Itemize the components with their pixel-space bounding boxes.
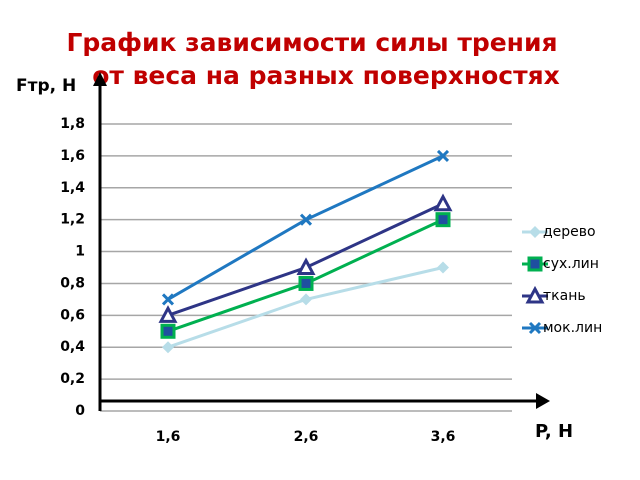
marker: [162, 341, 174, 354]
y-tick-label: 1,8: [60, 116, 85, 132]
marker: [299, 213, 313, 226]
marker: [525, 285, 545, 304]
x-axis-label: P, H: [535, 421, 573, 442]
x-tick-label: 1,6: [156, 429, 181, 445]
marker: [433, 193, 453, 212]
y-tick-label: 0,6: [60, 307, 85, 323]
marker: [300, 293, 312, 306]
marker: [158, 305, 178, 323]
marker: [296, 257, 316, 275]
marker: [529, 226, 541, 238]
y-tick-label: 0: [75, 403, 85, 419]
x-tick-label: 3,6: [431, 429, 456, 445]
marker: [298, 275, 314, 291]
marker: [437, 261, 449, 274]
y-tick-label: 0,2: [60, 371, 85, 387]
y-tick-label: 1,4: [60, 180, 85, 196]
marker: [435, 212, 451, 228]
legend-label: мок.лин: [543, 320, 602, 336]
chart-title: от веса на разных поверхностях: [92, 61, 560, 90]
marker: [161, 293, 175, 306]
x-tick-label: 2,6: [294, 429, 319, 445]
y-tick-label: 1,6: [60, 148, 85, 164]
marker: [160, 323, 176, 339]
y-axis-label: Fтр, Н: [16, 76, 76, 96]
chart-title: График зависимости силы трения: [66, 28, 557, 57]
y-tick-label: 1,2: [60, 212, 85, 228]
marker: [436, 149, 450, 162]
legend-label: дерево: [543, 224, 596, 240]
legend-label: ткань: [543, 288, 586, 304]
y-tick-label: 1: [75, 244, 85, 260]
y-tick-label: 0,4: [60, 339, 85, 355]
y-tick-label: 0,8: [60, 275, 85, 291]
marker: [527, 256, 543, 272]
legend-label: сух.лин: [543, 256, 599, 272]
marker: [528, 321, 542, 335]
y-axis-arrow: [93, 72, 107, 86]
x-axis-arrow: [536, 393, 550, 409]
